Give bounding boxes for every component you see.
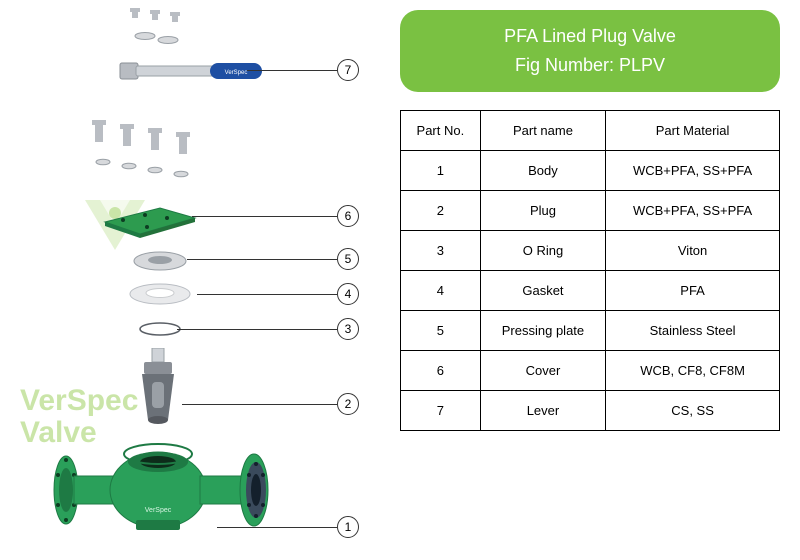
callout-number: 2 [337,393,359,415]
callout-line [192,216,337,217]
table-cell: 6 [401,350,481,390]
callout-line [217,527,337,528]
table-cell: Gasket [480,270,605,310]
table-cell: 5 [401,310,481,350]
table-row: 5Pressing plateStainless Steel [401,310,780,350]
table-row: 2PlugWCB+PFA, SS+PFA [401,190,780,230]
table-cell: Body [480,150,605,190]
table-cell: Lever [480,390,605,430]
table-cell: 1 [401,150,481,190]
table-cell: PFA [606,270,780,310]
callout-7: 7 [247,59,359,81]
table-cell: Cover [480,350,605,390]
callout-line [177,329,337,330]
table-cell: Stainless Steel [606,310,780,350]
callout-6: 6 [192,205,359,227]
table-cell: O Ring [480,230,605,270]
part-cover-bolts [85,120,255,190]
table-cell: Viton [606,230,780,270]
callout-number: 6 [337,205,359,227]
brand-label-lever: VerSpec [225,70,248,76]
callout-4: 4 [197,283,359,305]
callout-5: 5 [187,248,359,270]
watermark-line1: VerSpec [20,384,138,417]
table-cell: Pressing plate [480,310,605,350]
callout-number: 1 [337,516,359,538]
exploded-diagram: VerSpec Valve VerSpec [0,0,380,560]
part-cover [95,200,205,240]
callout-line [182,404,337,405]
callout-3: 3 [177,318,359,340]
table-header: Part name [480,110,605,150]
part-plug [128,348,188,428]
table-cell: 4 [401,270,481,310]
callout-number: 4 [337,283,359,305]
title-line2: Fig Number: PLPV [418,51,762,80]
table-cell: Plug [480,190,605,230]
table-cell: 7 [401,390,481,430]
parts-table: Part No.Part namePart Material 1BodyWCB+… [400,110,780,431]
callout-number: 3 [337,318,359,340]
callout-2: 2 [182,393,359,415]
brand-label-body: VerSpec [145,507,172,514]
table-row: 6CoverWCB, CF8, CF8M [401,350,780,390]
table-row: 1BodyWCB+PFA, SS+PFA [401,150,780,190]
info-panel: PFA Lined Plug Valve Fig Number: PLPV Pa… [400,10,780,431]
table-cell: WCB+PFA, SS+PFA [606,190,780,230]
table-header: Part No. [401,110,481,150]
table-cell: CS, SS [606,390,780,430]
table-cell: 3 [401,230,481,270]
callout-line [187,259,337,260]
table-row: 3O RingViton [401,230,780,270]
table-cell: WCB, CF8, CF8M [606,350,780,390]
table-cell: WCB+PFA, SS+PFA [606,150,780,190]
callout-line [197,294,337,295]
callout-line [247,70,337,71]
callout-number: 7 [337,59,359,81]
title-box: PFA Lined Plug Valve Fig Number: PLPV [400,10,780,92]
title-line1: PFA Lined Plug Valve [418,22,762,51]
table-row: 7LeverCS, SS [401,390,780,430]
table-cell: 2 [401,190,481,230]
part-gasket [118,282,202,306]
table-row: 4GasketPFA [401,270,780,310]
callout-number: 5 [337,248,359,270]
callout-1: 1 [217,516,359,538]
table-header: Part Material [606,110,780,150]
